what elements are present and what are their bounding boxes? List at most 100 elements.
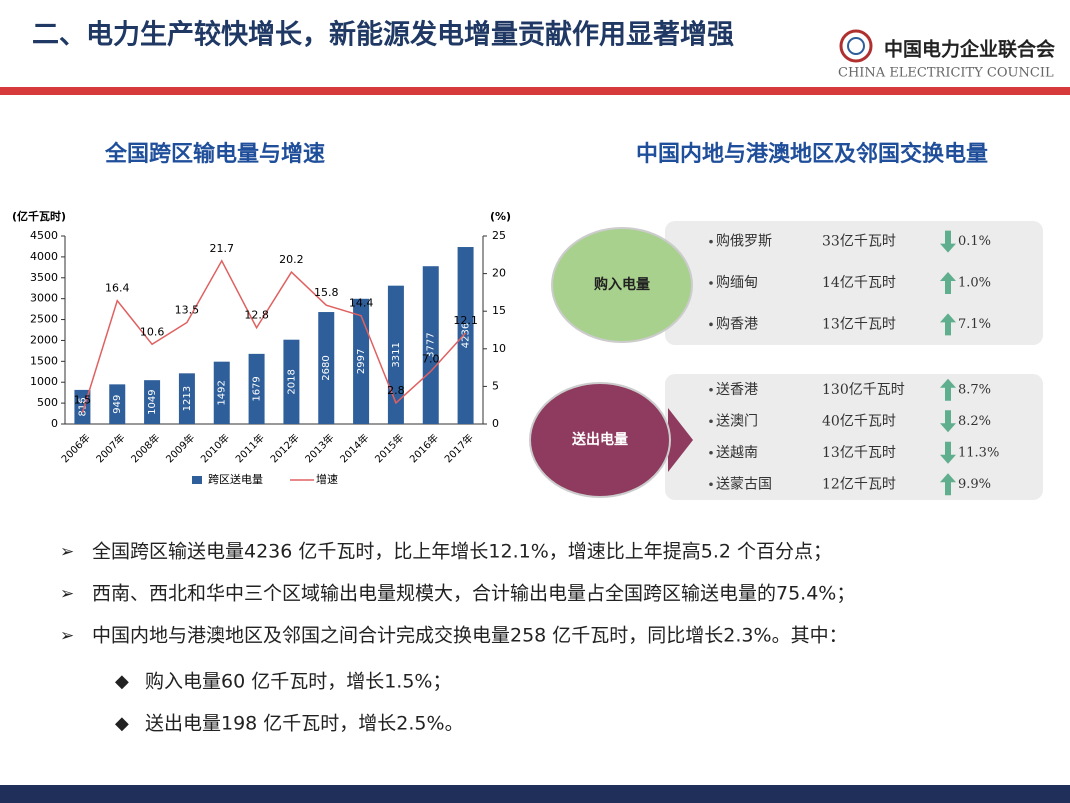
line-label: 14.4 xyxy=(349,297,374,310)
y-tick-label: 3000 xyxy=(30,292,58,305)
bullet-text: 中国内地与港澳地区及邻国之间合计完成交换电量258 亿千瓦时，同比增长2.3%。… xyxy=(92,625,848,647)
org-name-en: CHINA ELECTRICITY COUNCIL xyxy=(838,66,1054,81)
row-amount: 33亿千瓦时 xyxy=(822,234,896,250)
bullet-text: 西南、西北和华中三个区域输出电量规模大，合计输出电量占全国跨区输送电量的75.4… xyxy=(92,583,855,605)
line-label: 7.0 xyxy=(422,352,440,365)
row-amount: 13亿千瓦时 xyxy=(822,316,896,332)
y-tick-label: 0 xyxy=(51,417,58,430)
row-pct: 8.2% xyxy=(958,414,991,429)
header-rule xyxy=(0,87,1070,95)
y-tick-label: 4000 xyxy=(30,250,58,263)
y2-tick-label: 20 xyxy=(492,267,506,280)
line-label: 21.7 xyxy=(210,242,235,255)
group-circle xyxy=(551,227,693,343)
bar xyxy=(422,266,439,424)
y-tick-label: 2500 xyxy=(30,313,58,326)
row-name: 送香港 xyxy=(716,382,758,398)
org-name: 中国电力企业联合会 xyxy=(884,38,1055,61)
bar-label: 3777 xyxy=(426,332,437,357)
bar xyxy=(283,339,300,424)
row-amount: 13亿千瓦时 xyxy=(822,445,896,461)
row-pct: 0.1% xyxy=(958,234,991,249)
line-label: 15.8 xyxy=(314,286,339,299)
bullet-text: 购入电量60 亿千瓦时，增长1.5%； xyxy=(145,671,452,693)
bar-label: 2680 xyxy=(321,355,332,380)
panel xyxy=(665,374,1043,500)
bar xyxy=(248,353,265,424)
bar xyxy=(144,380,161,424)
row-amount: 40亿千瓦时 xyxy=(822,413,896,429)
y-tick-label: 1500 xyxy=(30,354,58,367)
bar xyxy=(457,247,474,424)
bullet-marker: ➢ xyxy=(60,626,74,646)
bullet-dot xyxy=(709,281,713,285)
trend-arrow xyxy=(940,272,956,294)
y-axis-label: (亿千瓦时) xyxy=(12,209,66,223)
bar-label: 816 xyxy=(77,397,88,416)
row-pct: 11.3% xyxy=(958,445,999,460)
row-amount: 130亿千瓦时 xyxy=(822,382,905,398)
y-tick-label: 4500 xyxy=(30,229,58,242)
section-title: 中国内地与港澳地区及邻国交换电量 xyxy=(636,141,988,167)
group-label: 送出电量 xyxy=(571,431,628,448)
trend-arrow xyxy=(940,473,956,496)
line-label: 13.5 xyxy=(175,303,200,316)
bullet-dot xyxy=(709,239,713,244)
row-name: 送越南 xyxy=(716,445,758,461)
logo xyxy=(847,37,865,55)
bullet-marker: ◆ xyxy=(115,671,129,692)
y2-tick-label: 0 xyxy=(492,417,499,430)
row-name: 购俄罗斯 xyxy=(716,234,772,250)
y-tick-label: 2000 xyxy=(30,333,58,346)
bullet-text: 全国跨区输送电量4236 亿千瓦时，比上年增长12.1%，增速比上年提高5.2 … xyxy=(92,541,832,563)
trend-arrow xyxy=(940,410,956,433)
trend-arrow xyxy=(940,313,956,336)
line-label: 1.5 xyxy=(74,394,92,407)
group-circle xyxy=(529,382,671,498)
line-label: 12.1 xyxy=(453,314,478,327)
trend-arrow xyxy=(940,378,956,401)
bullet-dot xyxy=(709,419,713,424)
row-pct: 7.1% xyxy=(958,317,991,332)
row-amount: 12亿千瓦时 xyxy=(822,476,896,492)
bar xyxy=(109,384,126,424)
bullet-dot xyxy=(709,322,713,327)
legend-swatch xyxy=(192,476,202,484)
row-name: 送澳门 xyxy=(716,413,758,429)
bar xyxy=(318,312,335,424)
y2-axis-label: (%) xyxy=(490,210,511,223)
bullet-marker: ◆ xyxy=(115,713,129,734)
row-name: 购缅甸 xyxy=(716,275,758,291)
y2-tick-label: 5 xyxy=(492,379,499,392)
slide-title: 二、电力生产较快增长，新能源发电增量贡献作用显著增强 xyxy=(32,19,734,51)
y2-tick-label: 10 xyxy=(492,342,506,355)
y2-tick-label: 15 xyxy=(492,304,506,317)
bar-label: 3311 xyxy=(391,342,402,367)
line-label: 10.6 xyxy=(140,325,165,338)
bullet-marker: ➢ xyxy=(60,542,74,562)
bullet-dot xyxy=(709,482,713,487)
trend-arrow xyxy=(940,441,956,464)
bar-label: 1049 xyxy=(147,389,158,414)
bar xyxy=(178,373,195,424)
bar xyxy=(353,298,370,424)
row-pct: 9.9% xyxy=(958,477,991,492)
line-label: 20.2 xyxy=(279,253,304,266)
logo xyxy=(839,29,873,63)
bullet-marker: ➢ xyxy=(60,584,74,604)
bullet-dot xyxy=(709,450,713,455)
line xyxy=(81,259,467,413)
section-title: 全国跨区输电量与增速 xyxy=(104,141,325,167)
y-tick-label: 1000 xyxy=(30,375,58,388)
legend-label: 增速 xyxy=(316,472,338,486)
y2-tick-label: 25 xyxy=(492,229,506,242)
bar-label: 1492 xyxy=(217,380,228,405)
trend-arrow xyxy=(940,230,956,253)
row-name: 购香港 xyxy=(716,316,758,332)
row-amount: 14亿千瓦时 xyxy=(822,275,896,291)
legend-label: 跨区送电量 xyxy=(208,472,263,486)
bar-label: 4236 xyxy=(461,323,472,348)
pointer xyxy=(668,408,693,472)
bar xyxy=(387,285,404,424)
